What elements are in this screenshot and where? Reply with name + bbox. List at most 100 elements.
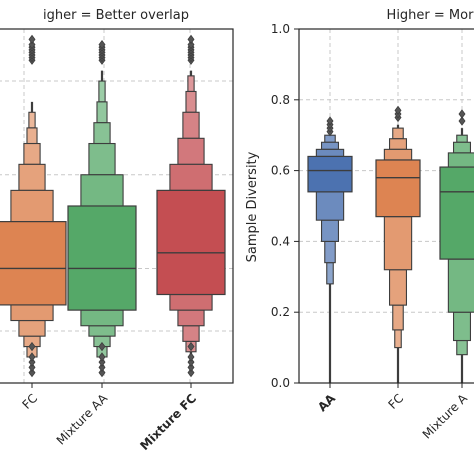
left-panel: igher = Better overlap FC Mixture AA Mixtu… bbox=[0, 8, 234, 453]
boxen-upper-level bbox=[169, 163, 213, 191]
right-y-axis-label: Sample Diversity bbox=[245, 151, 260, 262]
right-title: Higher = Mor bbox=[387, 8, 474, 23]
boxen-lower-level bbox=[88, 325, 116, 337]
left-title: igher = Better overlap bbox=[43, 8, 189, 23]
outlier-point bbox=[28, 357, 36, 367]
outlier-point bbox=[458, 116, 466, 126]
y-tick-label: 1.0 bbox=[271, 22, 290, 36]
x-tick-label: Mixture A bbox=[420, 391, 471, 442]
boxen-main-box bbox=[439, 166, 474, 260]
left-axes-frame bbox=[0, 28, 234, 384]
boxen-mixture-aa bbox=[67, 39, 137, 378]
x-tick-label: FC bbox=[19, 391, 40, 412]
boxen-upper-level bbox=[383, 148, 413, 161]
boxen-lower-level bbox=[315, 191, 345, 221]
right-axes-frame bbox=[298, 28, 474, 384]
boxen-upper-level bbox=[392, 127, 404, 140]
boxen-lower-level bbox=[18, 319, 46, 337]
boxen-upper-level bbox=[88, 142, 116, 176]
outlier-point bbox=[187, 362, 195, 373]
boxen-lower-level bbox=[383, 216, 413, 271]
boxen-main-box bbox=[307, 155, 353, 193]
x-tick-label: Mixture FC bbox=[137, 391, 199, 453]
boxen-lower-level bbox=[447, 258, 474, 313]
boxen-main-box bbox=[156, 189, 226, 296]
boxen-lower-level bbox=[80, 309, 124, 327]
x-tick-label: Mixture AA bbox=[54, 391, 111, 448]
outlier-point bbox=[98, 39, 106, 50]
outlier-point bbox=[458, 109, 466, 119]
boxen-upper-level bbox=[10, 189, 54, 223]
left-x-ticks: FC Mixture AA Mixture FC bbox=[19, 383, 199, 453]
boxen-main-box bbox=[67, 205, 137, 311]
outlier-point bbox=[98, 357, 106, 367]
boxen-upper-level bbox=[185, 90, 197, 113]
boxen-upper-level bbox=[182, 111, 200, 139]
outlier-point bbox=[187, 357, 195, 367]
y-tick-label: 0.8 bbox=[271, 93, 290, 107]
boxen-upper-level bbox=[452, 141, 472, 154]
boxen-upper-level bbox=[96, 101, 108, 124]
boxen-lower-level bbox=[182, 325, 200, 342]
outlier-point bbox=[187, 352, 195, 362]
boxen-upper-level bbox=[447, 152, 474, 168]
boxen-lower-level bbox=[320, 219, 340, 242]
outlier-point bbox=[98, 367, 106, 378]
outlier-point bbox=[28, 362, 36, 373]
outlier-point bbox=[187, 34, 195, 45]
boxen-lower-level bbox=[324, 240, 336, 264]
boxen-upper-level bbox=[26, 127, 38, 145]
boxen-fc bbox=[375, 105, 421, 383]
outlier-point bbox=[98, 362, 106, 373]
boxen-upper-level bbox=[388, 138, 408, 150]
boxen-lower-level bbox=[456, 339, 468, 356]
outlier-point bbox=[187, 341, 195, 352]
y-tick-label: 0.6 bbox=[271, 164, 290, 178]
boxen-aa bbox=[307, 116, 353, 383]
right-panel: Higher = Mor 0.0 0.2 0.4 0.6 0.8 1.0 Sample D… bbox=[245, 8, 474, 442]
outlier-point bbox=[394, 105, 402, 116]
boxen-fc bbox=[0, 34, 67, 378]
boxen-lower-level bbox=[326, 262, 334, 285]
boxen-lower-level bbox=[392, 304, 404, 331]
outlier-point bbox=[326, 116, 334, 126]
outlier-point bbox=[98, 341, 106, 352]
boxen-upper-level bbox=[23, 142, 41, 165]
right-y-ticks: 0.0 0.2 0.4 0.6 0.8 1.0 bbox=[271, 22, 299, 390]
boxen-upper-level bbox=[18, 163, 46, 191]
y-tick-label: 0.4 bbox=[271, 234, 290, 248]
outlier-point bbox=[187, 39, 195, 50]
boxen-upper-level bbox=[80, 174, 124, 207]
outlier-point bbox=[28, 341, 36, 352]
boxen-mixture-a bbox=[439, 109, 474, 383]
boxen-lower-level bbox=[177, 309, 205, 327]
y-tick-label: 0.2 bbox=[271, 305, 290, 319]
boxen-upper-level bbox=[320, 141, 340, 150]
outlier-point bbox=[28, 352, 36, 362]
boxen-upper-level bbox=[315, 148, 345, 157]
x-tick-label: FC bbox=[385, 391, 406, 412]
boxen-upper-level bbox=[187, 75, 195, 93]
boxen-lower-level bbox=[388, 269, 408, 306]
boxen-lower-level bbox=[169, 293, 213, 311]
boxen-lower-level bbox=[394, 329, 402, 349]
right-x-ticks: AA FC Mixture A bbox=[315, 383, 471, 442]
boxen-upper-level bbox=[28, 111, 36, 129]
outlier-point bbox=[98, 352, 106, 362]
boxen-upper-level bbox=[98, 80, 106, 103]
boxen-main-box bbox=[0, 221, 67, 306]
outlier-point bbox=[28, 34, 36, 45]
boxen-lower-level bbox=[452, 311, 472, 342]
outlier-point bbox=[187, 367, 195, 378]
right-boxen-plot bbox=[307, 105, 474, 383]
boxen-mixture-fc bbox=[156, 34, 226, 378]
left-boxen-plot bbox=[0, 34, 226, 378]
outlier-point bbox=[28, 367, 36, 378]
outlier-point bbox=[28, 39, 36, 50]
boxen-upper-level bbox=[93, 122, 111, 145]
x-tick-label: AA bbox=[315, 391, 339, 415]
boxen-upper-level bbox=[177, 137, 205, 165]
boxen-upper-level bbox=[456, 134, 468, 143]
boxen-lower-level bbox=[10, 304, 54, 322]
